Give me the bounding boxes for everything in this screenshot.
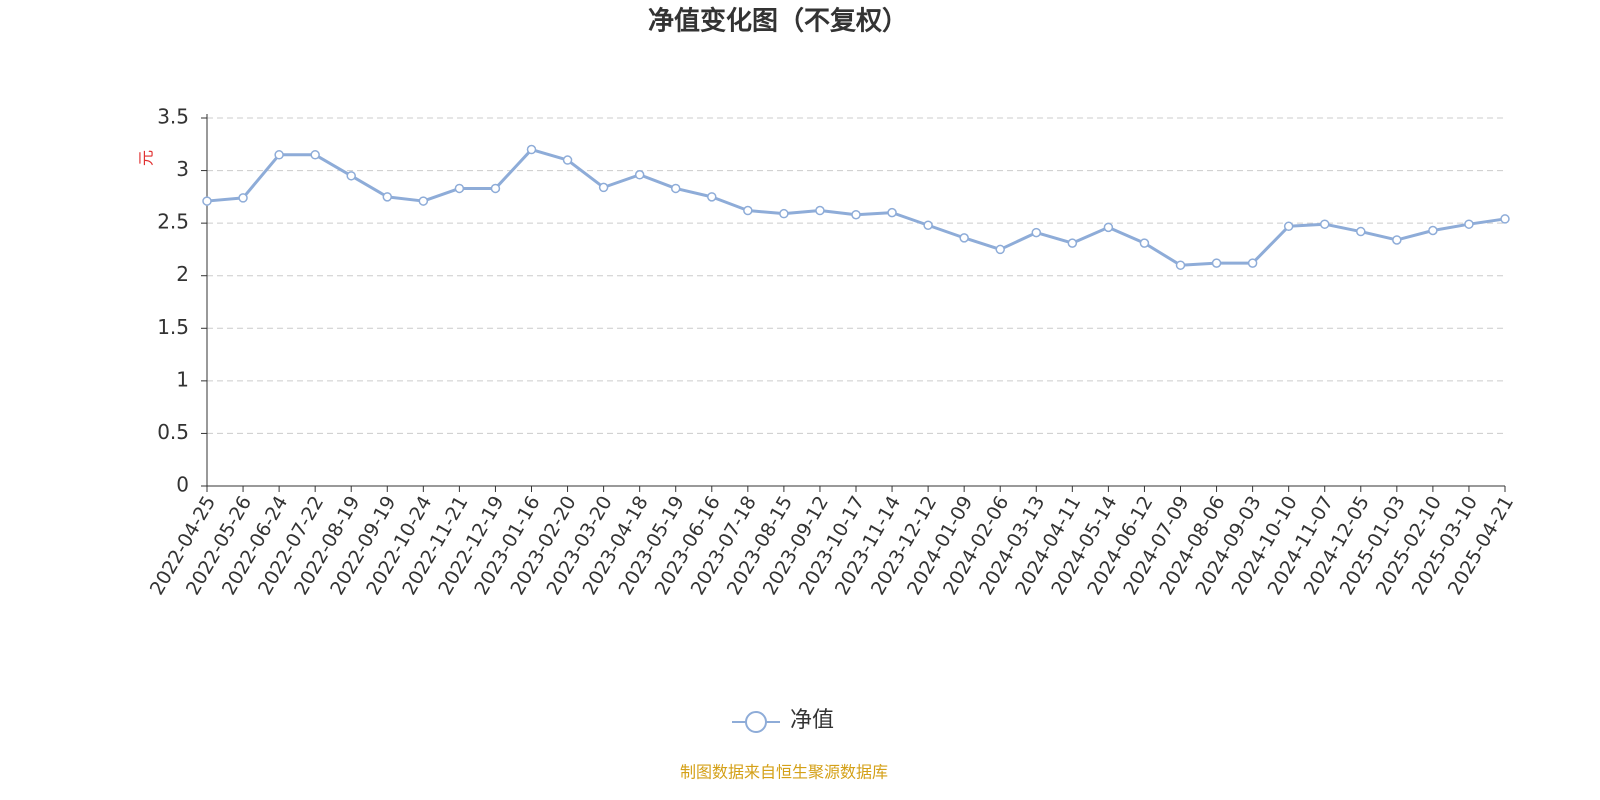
point-marker [454, 183, 465, 194]
series-line [206, 148, 1506, 267]
point-marker [1247, 258, 1258, 268]
y-tick-label: 3.5 [157, 105, 189, 129]
y-tick-label: 1 [176, 367, 189, 391]
point-marker [1139, 238, 1150, 248]
point-marker [1428, 225, 1438, 236]
point-marker [743, 205, 753, 216]
point-marker [670, 183, 681, 194]
y-tick-label: 1.5 [157, 315, 189, 339]
point-marker [202, 196, 212, 206]
y-tick-label: 0.5 [157, 420, 189, 444]
point-marker [1067, 238, 1078, 248]
legend-marker [745, 711, 767, 733]
point-marker [1031, 227, 1042, 238]
point-marker [1103, 222, 1114, 233]
chart-title: 净值变化图（不复权） [648, 6, 908, 37]
point-marker [815, 205, 825, 216]
point-marker [995, 244, 1005, 255]
point-marker [238, 193, 248, 203]
point-marker [562, 155, 573, 165]
source-note: 制图数据来自恒生聚源数据库 [680, 763, 888, 782]
point-marker [382, 192, 393, 202]
y-tick-label: 2.5 [157, 210, 189, 234]
point-marker [1319, 219, 1330, 229]
point-marker [1392, 235, 1402, 245]
point-marker [1175, 260, 1186, 270]
point-marker [779, 208, 789, 219]
point-marker [490, 183, 501, 194]
point-marker [1500, 214, 1510, 224]
point-marker [346, 171, 356, 181]
point-marker [1464, 219, 1474, 229]
point-marker [707, 192, 717, 202]
point-marker [418, 196, 429, 206]
point-marker [598, 182, 609, 193]
point-marker [887, 207, 897, 218]
point-marker [959, 233, 969, 243]
legend-label: 净值 [790, 708, 834, 733]
point-marker [851, 209, 861, 220]
point-marker [923, 220, 933, 230]
y-tick-label: 3 [176, 157, 189, 181]
point-marker [1356, 226, 1366, 237]
point-marker [274, 150, 284, 160]
y-tick-label: 0 [176, 473, 189, 497]
point-marker [310, 150, 320, 160]
point-marker [1283, 221, 1294, 232]
point-marker [526, 144, 537, 155]
y-axis-label: 元 [137, 150, 156, 166]
point-marker [634, 170, 645, 180]
point-marker [1211, 258, 1222, 268]
y-tick-label: 2 [176, 262, 189, 286]
